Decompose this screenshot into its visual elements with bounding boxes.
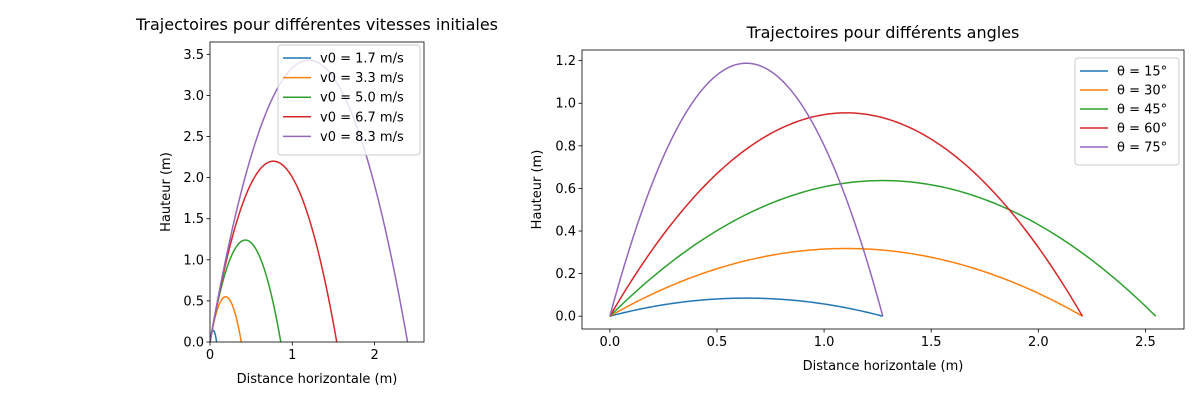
y-tick-label: 1.0 — [555, 97, 576, 112]
axes-frame — [581, 49, 1185, 330]
y-tick-label: 2.5 — [183, 130, 204, 145]
legend-label: v0 = 1.7 m/s — [320, 52, 404, 67]
x-tick-label: 0 — [206, 348, 214, 363]
chart-title: Trajectoires pour différentes vitesses i… — [135, 15, 498, 34]
x-tick-label: 2.5 — [1135, 335, 1156, 350]
y-tick-label: 1.5 — [183, 212, 204, 227]
chart-1: 0 1 2 0.0 0.5 1.0 1.5 2.0 2.5 3.0 3.5 Trajectoires … — [135, 15, 498, 387]
series-line-2 — [609, 247, 1083, 317]
series-line-3 — [609, 179, 1157, 317]
legend-label: θ = 60° — [1117, 122, 1167, 137]
y-tick-label: 1.0 — [183, 253, 204, 268]
y-tick-label: 2.0 — [183, 171, 204, 186]
legend: θ = 15° θ = 30° θ = 45° θ = 60° θ = 75° — [1074, 57, 1180, 166]
x-tick-label: 1 — [288, 348, 296, 363]
x-tick-label: 2.0 — [1028, 335, 1049, 350]
legend-label: θ = 45° — [1117, 103, 1167, 118]
y-tick-label: 0.0 — [555, 310, 576, 325]
legend-box — [277, 44, 421, 156]
y-tick-label: 3.0 — [183, 89, 204, 104]
y-axis-label: Hauteur (m) — [530, 150, 545, 230]
series-line-4 — [210, 160, 338, 342]
x-axis-label: Distance horizontale (m) — [237, 372, 398, 387]
y-tick-label: 1.2 — [555, 54, 576, 69]
y-tick-label: 0.5 — [183, 294, 204, 309]
y-tick-label: 0.6 — [555, 182, 576, 197]
legend: v0 = 1.7 m/s v0 = 3.3 m/s v0 = 5.0 m/s v0 =… — [277, 44, 421, 156]
y-tick-label: 0.0 — [183, 336, 204, 351]
y-axis-label: Hauteur (m) — [159, 152, 174, 232]
legend-label: v0 = 3.3 m/s — [320, 71, 404, 86]
x-tick-label: 2 — [370, 348, 378, 363]
y-tick-label: 0.8 — [555, 139, 576, 154]
x-tick-label: 1.5 — [921, 335, 942, 350]
legend-label: v0 = 6.7 m/s — [320, 110, 404, 125]
series-line-5 — [609, 62, 884, 317]
series-line-1 — [609, 297, 883, 317]
series-line-4 — [609, 112, 1084, 317]
axes-frame — [209, 41, 425, 343]
chart-2: 0.0 0.5 1.0 1.5 2.0 2.5 0.0 0.2 0.4 0.6 0.8 1.0 1.2 T… — [530, 23, 1185, 374]
y-tick-label: 3.5 — [183, 48, 204, 63]
legend-label: v0 = 8.3 m/s — [320, 130, 404, 145]
x-tick-label: 0.0 — [600, 335, 621, 350]
series-line-3 — [210, 239, 282, 342]
y-tick-label: 0.4 — [555, 225, 576, 240]
chart-title: Trajectoires pour différents angles — [746, 23, 1020, 42]
legend-label: θ = 75° — [1117, 141, 1167, 156]
legend-label: θ = 15° — [1117, 65, 1167, 80]
x-tick-label: 1.0 — [814, 335, 835, 350]
legend-label: θ = 30° — [1117, 84, 1167, 99]
y-tick-label: 0.2 — [555, 267, 576, 282]
legend-label: v0 = 5.0 m/s — [320, 91, 404, 106]
legend-box — [1074, 57, 1180, 166]
series-line-2 — [210, 296, 243, 342]
x-tick-label: 0.5 — [707, 335, 728, 350]
x-axis-label: Distance horizontale (m) — [803, 359, 964, 374]
